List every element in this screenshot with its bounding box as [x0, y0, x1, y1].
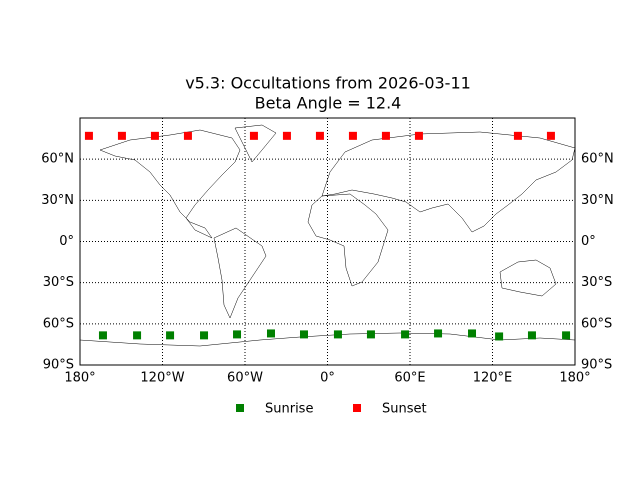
- marker: [546, 131, 555, 140]
- y-tick-label: 90°S: [43, 358, 74, 373]
- marker: [381, 131, 390, 140]
- coastline: [79, 332, 576, 347]
- y-tick-label: 0°: [59, 234, 74, 249]
- x-tick-label: 180°: [64, 371, 95, 386]
- coastline: [321, 131, 576, 233]
- marker: [249, 131, 258, 140]
- marker: [150, 131, 159, 140]
- x-tick-label: 180°: [559, 371, 590, 386]
- legend-marker: [236, 404, 244, 412]
- y-tick-label-right: 90°S: [581, 358, 612, 373]
- y-tick-label: 30°S: [43, 275, 74, 290]
- x-tick-label: 120°W: [140, 371, 184, 386]
- coastline: [307, 193, 389, 287]
- legend-marker: [353, 404, 361, 412]
- map: [79, 124, 576, 347]
- y-tick-label: 60°N: [41, 152, 74, 167]
- marker: [133, 331, 142, 340]
- marker: [282, 131, 291, 140]
- marker: [315, 131, 324, 140]
- y-tick-label: 60°S: [43, 316, 74, 331]
- x-tick-label: 60°W: [227, 371, 263, 386]
- marker: [233, 330, 242, 339]
- marker: [117, 131, 126, 140]
- marker: [527, 331, 536, 340]
- chart-title: v5.3: Occultations from 2026-03-11: [185, 74, 471, 93]
- marker: [366, 330, 375, 339]
- marker: [166, 331, 175, 340]
- coastline: [99, 129, 241, 239]
- y-tick-label-right: 60°S: [581, 316, 612, 331]
- marker: [333, 330, 342, 339]
- x-tick-label: 0°: [320, 371, 335, 386]
- coastline: [499, 259, 557, 297]
- y-tick-label-right: 30°N: [581, 193, 614, 208]
- y-tick-label-right: 30°S: [581, 275, 612, 290]
- marker: [266, 329, 275, 338]
- coastline: [234, 124, 277, 163]
- marker: [513, 131, 522, 140]
- marker: [468, 329, 477, 338]
- marker: [84, 131, 93, 140]
- marker: [98, 331, 107, 340]
- x-tick-label: 120°E: [473, 371, 513, 386]
- marker: [348, 131, 357, 140]
- y-tick-label: 30°N: [41, 193, 74, 208]
- marker: [200, 331, 209, 340]
- y-tick-label-right: 60°N: [581, 152, 614, 167]
- legend-label: Sunset: [382, 402, 427, 417]
- marker: [183, 131, 192, 140]
- chart-subtitle: Beta Angle = 12.4: [255, 94, 402, 113]
- marker: [434, 329, 443, 338]
- marker: [562, 331, 571, 340]
- marker: [414, 131, 423, 140]
- marker: [495, 332, 504, 341]
- x-tick-label: 60°E: [394, 371, 425, 386]
- coastline: [213, 227, 267, 319]
- marker: [299, 330, 308, 339]
- marker: [401, 330, 410, 339]
- legend-label: Sunrise: [265, 402, 313, 417]
- y-tick-label-right: 0°: [581, 234, 596, 249]
